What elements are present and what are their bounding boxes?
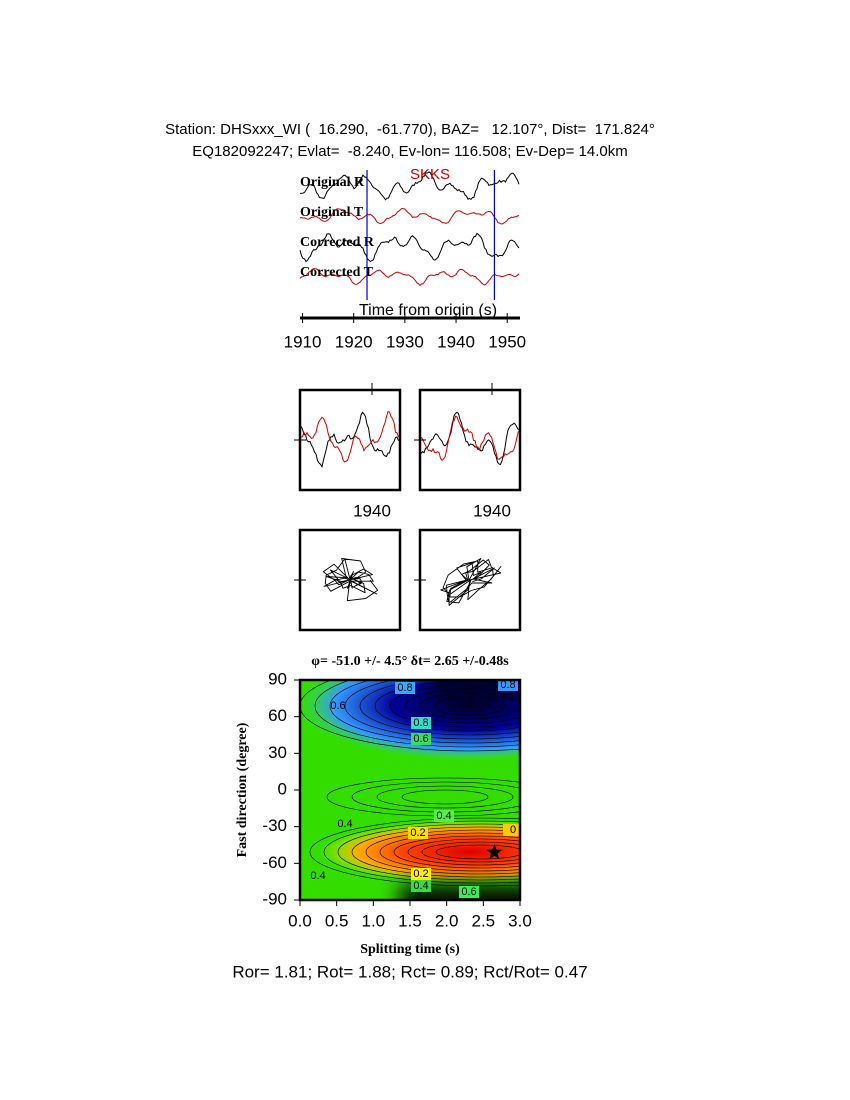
contour-line — [419, 692, 520, 720]
contour-label-bg — [503, 824, 520, 836]
slow-trace — [300, 410, 399, 463]
misfit-map: 0.80.80.80.60.60.40.40.40.200.20.40.60.4 — [300, 679, 520, 900]
waveform-box — [298, 388, 402, 492]
trace-label: Corrected T — [300, 265, 374, 280]
x-tick-label: 0.5 — [325, 911, 349, 930]
trace-label: Original R — [300, 175, 365, 190]
contour-label: 0.2 — [410, 827, 425, 839]
contour-label-bg — [411, 868, 431, 880]
trace-label: Original T — [300, 205, 364, 220]
trace-label: Corrected R — [300, 235, 375, 250]
slow-trace — [420, 415, 519, 461]
fast-trace — [300, 411, 399, 469]
contour-label: 0.8 — [413, 717, 428, 729]
contour-label: 0.4 — [436, 810, 451, 822]
x-tick-label: 3.0 — [508, 911, 532, 930]
phase-label: SKKS — [410, 166, 450, 183]
contour-label: 0.4 — [310, 870, 325, 882]
fast-trace — [420, 411, 519, 466]
x-axis-label: Time from origin (s) — [359, 302, 497, 319]
contour-label: 0.2 — [413, 868, 428, 880]
particle-motion — [322, 558, 379, 602]
contour-label: 0.8 — [500, 679, 515, 691]
contour-label: 0.8 — [397, 682, 412, 694]
contour-line — [365, 829, 520, 875]
particle-motion — [440, 558, 502, 606]
y-tick-label: 0 — [278, 779, 287, 798]
trace — [299, 207, 520, 225]
contour-label: 0.4 — [413, 880, 428, 892]
contour-line — [337, 823, 520, 881]
contour-label-bg — [459, 886, 479, 898]
plot-title: φ= -51.0 +/- 4.5° δt= 2.65 +/-0.48s — [311, 654, 509, 669]
time-tick-label: 1940 — [353, 501, 391, 520]
contour-line — [323, 820, 520, 884]
particle-box — [418, 528, 522, 632]
x-tick-label: 1950 — [488, 332, 526, 351]
contour-line — [434, 696, 506, 716]
trace — [299, 268, 520, 286]
contour-line — [351, 826, 520, 878]
contour-label-bg — [411, 880, 431, 892]
y-tick-label: 60 — [268, 706, 287, 725]
contour-line — [309, 817, 520, 887]
x-tick-label: 1930 — [386, 332, 424, 351]
contour-label-bg — [408, 827, 428, 839]
contour-line — [389, 684, 520, 728]
x-tick-label: 1920 — [335, 332, 373, 351]
footer: Ror= 1.81; Rot= 1.88; Rct= 0.89; Rct/Rot… — [232, 962, 587, 981]
contour-line — [393, 835, 520, 869]
y-tick-label: 30 — [268, 743, 287, 762]
contour-line — [379, 832, 520, 872]
contour-line — [421, 841, 520, 863]
contour-line — [407, 838, 520, 866]
contour-label: 0.6 — [413, 733, 428, 745]
header-event: EQ182092247; Evlat= -8.240, Ev-lon= 116.… — [192, 143, 627, 160]
y-tick-label: -30 — [262, 816, 287, 835]
x-tick-label: 1.5 — [398, 911, 422, 930]
contour-line — [359, 680, 520, 736]
contour-line — [404, 688, 520, 724]
x-tick-label: 0.0 — [288, 911, 312, 930]
contour-label-bg — [411, 717, 431, 729]
y-tick-label: 90 — [268, 669, 287, 688]
contour-label: 0.6 — [461, 886, 476, 898]
contour-line — [329, 680, 520, 744]
contour-line — [344, 680, 520, 740]
waveform-box — [418, 388, 522, 492]
contour-label: 0 — [510, 824, 516, 836]
time-tick-label: 1940 — [473, 501, 511, 520]
trace — [299, 232, 520, 263]
x-tick-label: 1910 — [284, 332, 322, 351]
contour-label: 0.4 — [337, 818, 352, 830]
x-tick-label: 2.5 — [472, 911, 496, 930]
x-tick-label: 2.0 — [435, 911, 459, 930]
contour-line — [376, 785, 514, 809]
y-tick-label: -60 — [262, 853, 287, 872]
contour-label-bg — [411, 733, 431, 745]
contour-line — [401, 789, 489, 805]
y-tick-label: -90 — [262, 889, 287, 908]
contour-line — [314, 680, 520, 748]
contour-label-bg — [498, 680, 518, 691]
y-axis-label: Fast direction (degree) — [235, 722, 250, 857]
header-station: Station: DHSxxx_WI ( 16.290, -61.770), B… — [165, 121, 655, 138]
low-zone — [320, 820, 520, 884]
contour-label-bg — [395, 682, 415, 694]
contour-label-bg — [434, 810, 454, 822]
x-tick-label: 1940 — [437, 332, 475, 351]
contour-line — [300, 680, 520, 752]
contour-line — [435, 844, 520, 860]
x-axis-label: Splitting time (s) — [360, 942, 460, 957]
x-tick-label: 1.0 — [362, 911, 386, 930]
trace — [299, 171, 520, 201]
best-solution — [486, 843, 503, 860]
contour-label: 0.6 — [330, 700, 345, 712]
